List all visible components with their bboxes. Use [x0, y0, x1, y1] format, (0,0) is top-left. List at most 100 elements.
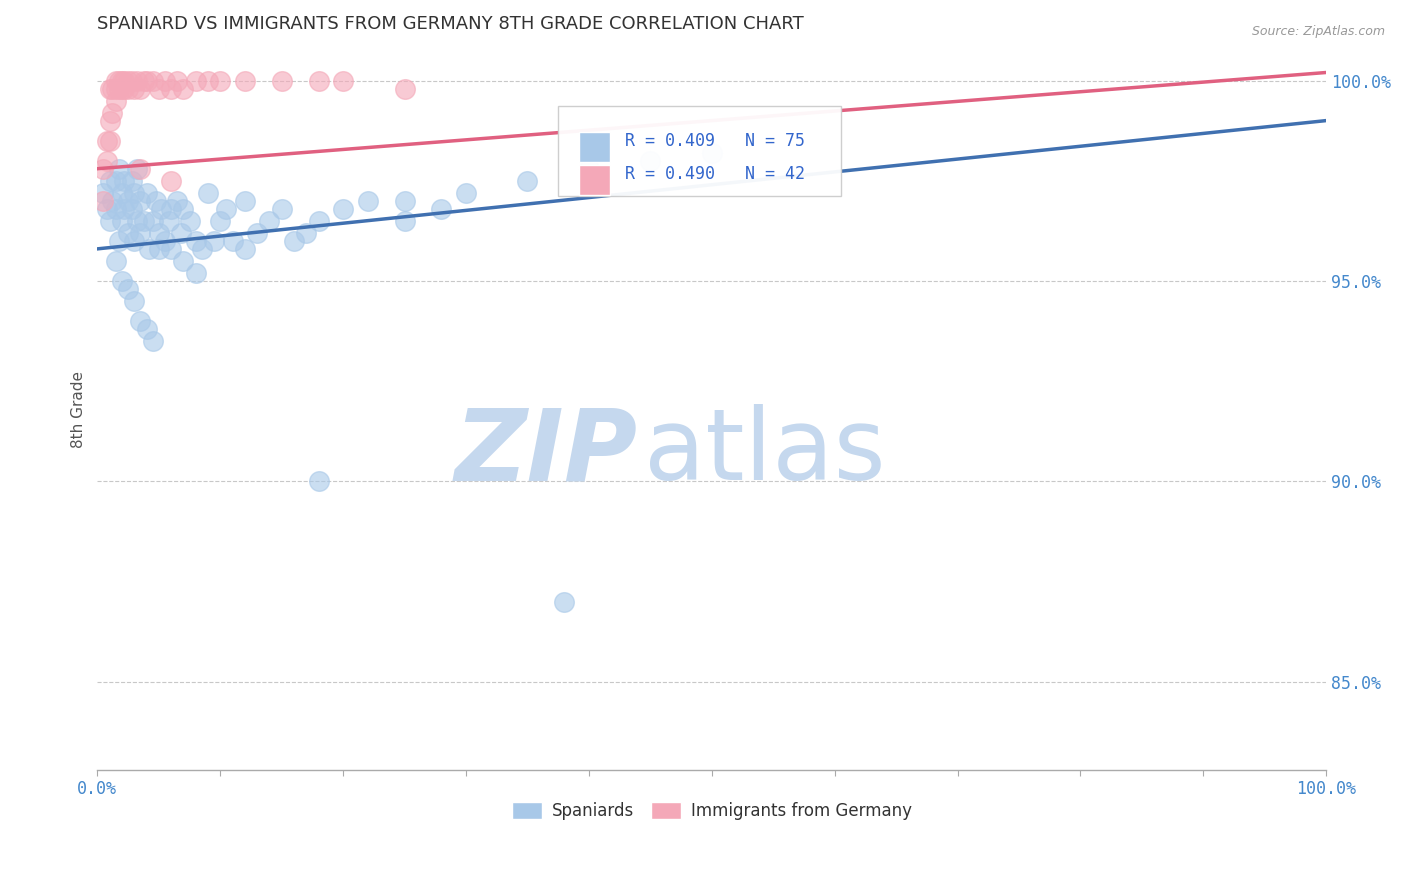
Bar	[579, 132, 610, 162]
Legend: Spaniards, Immigrants from Germany: Spaniards, Immigrants from Germany	[505, 795, 918, 827]
Point	[308, 214, 330, 228]
Point	[153, 234, 176, 248]
Point	[98, 81, 121, 95]
Point	[246, 226, 269, 240]
Point	[394, 194, 416, 208]
Point	[104, 94, 127, 108]
Point	[215, 202, 238, 216]
Text: SPANIARD VS IMMIGRANTS FROM GERMANY 8TH GRADE CORRELATION CHART: SPANIARD VS IMMIGRANTS FROM GERMANY 8TH …	[97, 15, 804, 33]
Point	[125, 214, 148, 228]
Point	[117, 73, 139, 87]
Point	[184, 234, 207, 248]
Point	[108, 234, 131, 248]
Point	[111, 274, 134, 288]
Point	[166, 194, 188, 208]
Point	[295, 226, 318, 240]
Point	[93, 161, 115, 176]
Point	[129, 81, 152, 95]
Point	[112, 174, 135, 188]
Point	[700, 145, 723, 160]
Point	[96, 153, 118, 168]
Point	[233, 194, 256, 208]
Point	[138, 242, 160, 256]
Point	[160, 81, 183, 95]
Point	[394, 214, 416, 228]
Point	[332, 202, 354, 216]
Point	[111, 81, 134, 95]
Point	[98, 214, 121, 228]
Point	[104, 81, 127, 95]
Point	[129, 161, 152, 176]
Point	[184, 73, 207, 87]
Text: Source: ZipAtlas.com: Source: ZipAtlas.com	[1251, 25, 1385, 38]
Point	[197, 73, 219, 87]
Point	[122, 293, 145, 308]
Point	[283, 234, 305, 248]
Point	[308, 73, 330, 87]
Point	[153, 73, 176, 87]
Point	[332, 73, 354, 87]
Point	[233, 242, 256, 256]
Point	[191, 242, 214, 256]
Text: R = 0.409   N = 75: R = 0.409 N = 75	[624, 132, 804, 151]
Point	[135, 73, 157, 87]
Point	[96, 134, 118, 148]
Point	[111, 186, 134, 200]
Point	[172, 202, 194, 216]
Point	[148, 226, 170, 240]
Point	[172, 81, 194, 95]
Point	[166, 73, 188, 87]
Text: ZIP: ZIP	[456, 404, 638, 501]
Point	[122, 234, 145, 248]
Point	[104, 73, 127, 87]
Point	[125, 73, 148, 87]
FancyBboxPatch shape	[558, 106, 841, 196]
Point	[111, 214, 134, 228]
Point	[117, 226, 139, 240]
Point	[578, 161, 600, 176]
Point	[157, 214, 180, 228]
Point	[112, 81, 135, 95]
Point	[221, 234, 243, 248]
Point	[121, 174, 143, 188]
Point	[108, 161, 131, 176]
Point	[179, 214, 201, 228]
Point	[96, 202, 118, 216]
Point	[148, 81, 170, 95]
Point	[122, 81, 145, 95]
Point	[308, 475, 330, 489]
Point	[170, 226, 193, 240]
Point	[233, 73, 256, 87]
Bar	[579, 165, 610, 195]
Point	[129, 314, 152, 328]
Point	[184, 266, 207, 280]
Point	[516, 174, 538, 188]
Point	[98, 174, 121, 188]
Point	[209, 214, 232, 228]
Point	[129, 194, 152, 208]
Point	[111, 73, 134, 87]
Point	[259, 214, 281, 228]
Point	[553, 594, 575, 608]
Point	[270, 202, 292, 216]
Point	[132, 73, 155, 87]
Point	[150, 202, 173, 216]
Point	[197, 186, 219, 200]
Point	[394, 81, 416, 95]
Point	[112, 202, 135, 216]
Point	[104, 253, 127, 268]
Point	[640, 153, 662, 168]
Y-axis label: 8th Grade: 8th Grade	[72, 371, 86, 448]
Point	[104, 202, 127, 216]
Point	[142, 73, 165, 87]
Point	[129, 226, 152, 240]
Point	[125, 161, 148, 176]
Point	[98, 134, 121, 148]
Text: atlas: atlas	[644, 404, 886, 501]
Point	[108, 81, 131, 95]
Point	[270, 73, 292, 87]
Point	[202, 234, 225, 248]
Point	[98, 113, 121, 128]
Point	[145, 194, 167, 208]
Point	[101, 81, 124, 95]
